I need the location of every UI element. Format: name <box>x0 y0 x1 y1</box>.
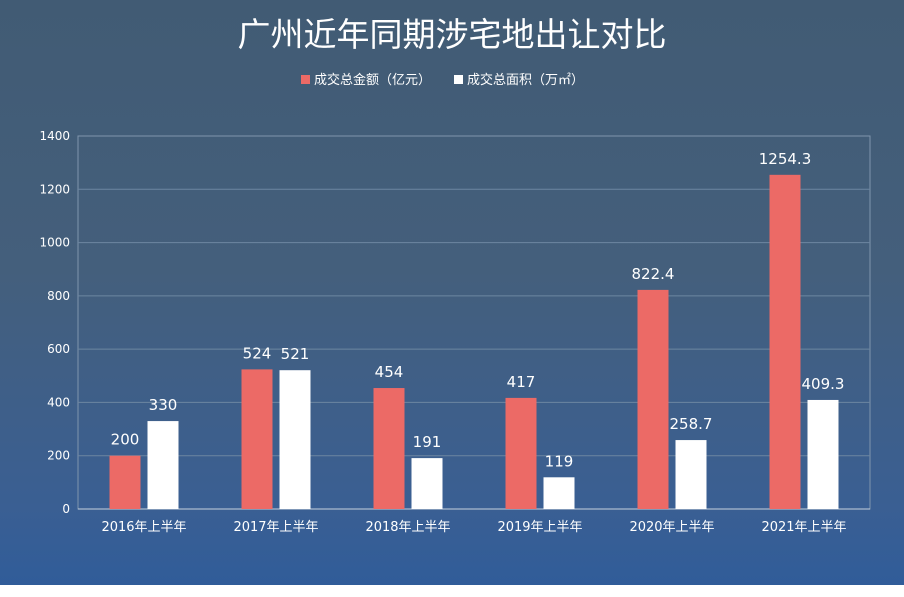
data-label-amount: 417 <box>507 373 536 391</box>
legend-label-amount: 成交总金额（亿元） <box>314 72 431 88</box>
data-label-amount: 1254.3 <box>759 150 812 168</box>
data-label-area: 191 <box>413 433 442 451</box>
x-tick-label: 2018年上半年 <box>365 520 450 535</box>
legend-swatch-amount <box>301 75 310 84</box>
data-label-amount: 454 <box>375 363 404 381</box>
bar-amount <box>769 174 801 509</box>
bar-area <box>675 440 707 509</box>
data-label-amount: 200 <box>111 431 140 449</box>
data-label-area: 521 <box>281 345 310 363</box>
bar-area <box>411 458 443 509</box>
plot-frame <box>77 135 871 510</box>
x-tick-label: 2016年上半年 <box>101 520 186 535</box>
bar-area <box>543 477 575 509</box>
x-tick-label: 2020年上半年 <box>629 520 714 535</box>
y-tick-label: 200 <box>47 449 70 463</box>
bar-amount <box>505 397 537 509</box>
y-tick-label: 800 <box>47 289 70 303</box>
bottom-strip <box>0 585 904 597</box>
y-tick-label: 400 <box>47 395 70 409</box>
x-tick-label: 2019年上半年 <box>497 520 582 535</box>
chart-title: 广州近年同期涉宅地出让对比 <box>238 15 667 54</box>
legend: 成交总金额（亿元） 成交总面积（万㎡） <box>301 72 584 88</box>
y-tick-label: 600 <box>47 342 70 356</box>
data-label-amount: 822.4 <box>632 265 675 283</box>
y-tick-label: 0 <box>62 502 70 516</box>
bar-area <box>279 370 311 509</box>
x-tick-label: 2021年上半年 <box>761 520 846 535</box>
y-tick-label: 1200 <box>39 182 70 196</box>
x-tick-label: 2017年上半年 <box>233 520 318 535</box>
bar-amount <box>241 369 273 509</box>
legend-label-area: 成交总面积（万㎡） <box>467 72 584 88</box>
y-tick-label: 1400 <box>39 129 70 143</box>
bar-amount <box>109 455 141 509</box>
legend-swatch-area <box>454 75 463 84</box>
bar-amount <box>373 388 405 509</box>
data-label-area: 258.7 <box>670 415 713 433</box>
data-label-area: 119 <box>545 452 574 470</box>
y-tick-label: 1000 <box>39 236 70 250</box>
bar-amount <box>637 289 669 509</box>
data-label-amount: 524 <box>243 344 272 362</box>
plot-area: 0 200 400 600 800 1000 1200 1400 2016年上半年 200 330 2… <box>39 129 871 535</box>
data-label-area: 330 <box>149 396 178 414</box>
bar-area <box>147 421 179 509</box>
data-label-area: 409.3 <box>802 375 845 393</box>
bar-area <box>807 399 839 509</box>
